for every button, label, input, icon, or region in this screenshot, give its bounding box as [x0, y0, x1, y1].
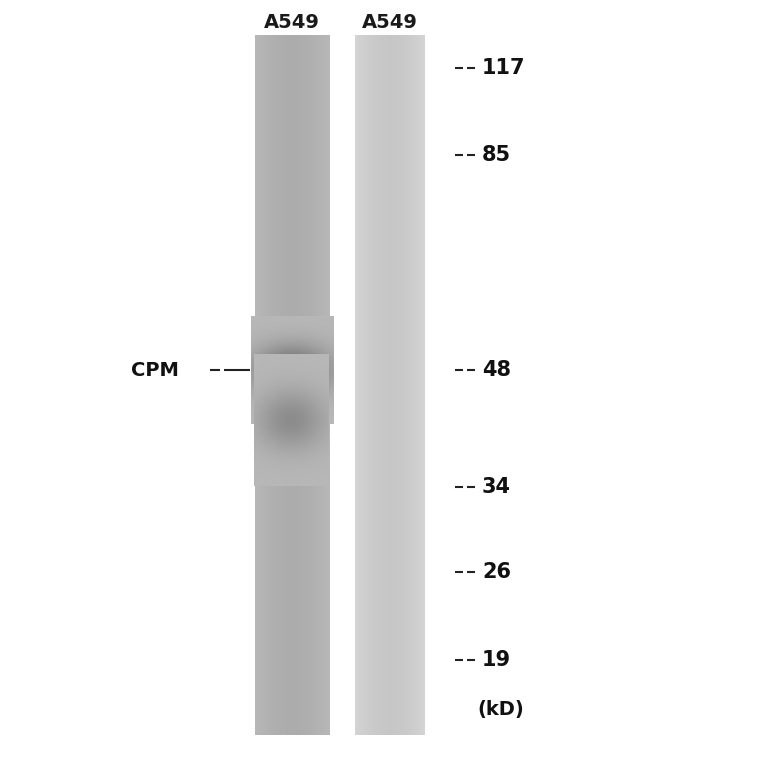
- Text: 19: 19: [482, 650, 511, 670]
- Text: 48: 48: [482, 360, 511, 380]
- Text: 34: 34: [482, 477, 511, 497]
- Text: A549: A549: [264, 12, 320, 31]
- Bar: [255, 35, 330, 735]
- Text: A549: A549: [362, 12, 418, 31]
- Text: 85: 85: [482, 145, 511, 165]
- Text: 117: 117: [482, 58, 526, 78]
- Bar: [355, 35, 425, 735]
- Text: CPM: CPM: [131, 361, 179, 380]
- Text: 26: 26: [482, 562, 511, 582]
- Text: (kD): (kD): [477, 701, 524, 720]
